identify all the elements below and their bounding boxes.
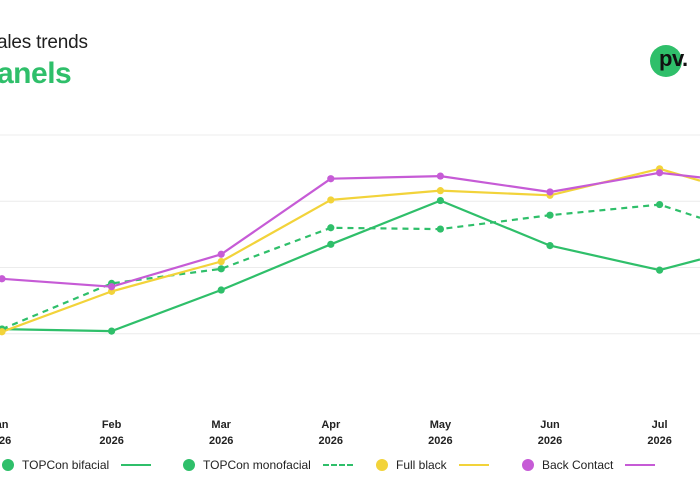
data-point xyxy=(0,328,6,336)
data-point xyxy=(217,265,225,273)
legend-marker xyxy=(2,459,14,471)
series-line xyxy=(1,167,700,333)
series-line xyxy=(1,171,700,288)
data-point xyxy=(108,283,116,291)
data-point xyxy=(546,242,554,250)
legend-item: TOPCon monofacial xyxy=(183,455,353,475)
data-point xyxy=(0,275,6,283)
x-tick-year: 2026 xyxy=(209,435,233,447)
data-point xyxy=(546,211,554,219)
x-tick-year: 2026 xyxy=(428,435,452,447)
legend-line-sample xyxy=(458,464,489,466)
data-point xyxy=(656,266,664,274)
data-point xyxy=(546,188,554,196)
x-tick-month: an xyxy=(0,419,9,431)
data-point xyxy=(217,286,225,294)
series-line xyxy=(1,199,700,333)
legend-label: Back Contact xyxy=(542,458,614,472)
x-tick-month: May xyxy=(430,419,452,431)
chart-subtitle: ales trends xyxy=(0,32,88,53)
data-point xyxy=(108,327,116,335)
legend-marker xyxy=(183,459,195,471)
x-tick-year: 2026 xyxy=(647,435,671,447)
x-tick-month: Apr xyxy=(321,419,341,431)
pv-logo-text: pv. xyxy=(659,46,688,71)
x-tick-year: 2026 xyxy=(319,435,343,447)
x-tick-month: Jun xyxy=(540,419,560,431)
line-chart: an 026 Feb 2026 Mar 2026 Apr 2026 May 2026 Jun 2026… xyxy=(0,134,700,447)
x-tick-year: 2026 xyxy=(99,435,123,447)
legend-label: TOPCon monofacial xyxy=(203,458,311,472)
legend-line-sample xyxy=(121,464,152,466)
legend-marker xyxy=(376,459,388,471)
data-point xyxy=(436,187,444,195)
data-point xyxy=(656,169,664,177)
series-line xyxy=(1,203,700,331)
data-point xyxy=(217,250,225,258)
x-tick-year: 2026 xyxy=(538,435,562,447)
legend-label: TOPCon bifacial xyxy=(22,458,110,472)
data-point xyxy=(436,172,444,180)
legend-item: TOPCon bifacial xyxy=(2,455,152,475)
x-tick-month: Feb xyxy=(102,419,122,431)
data-point xyxy=(656,200,664,209)
data-point xyxy=(327,224,335,232)
data-point xyxy=(327,175,335,183)
legend-line-sample xyxy=(625,464,656,466)
pv-logo-circle xyxy=(650,45,682,77)
legend-item: Full black xyxy=(376,455,489,475)
x-tick-month: Mar xyxy=(211,419,231,431)
title-block: ales trends anels xyxy=(0,32,88,92)
chart-legend: TOPCon bifacial TOPCon monofacial Full bla… xyxy=(0,455,700,475)
x-tick-month: Jul xyxy=(652,419,668,431)
legend-item: Back Contact xyxy=(522,455,656,475)
data-point xyxy=(327,196,335,204)
data-point xyxy=(327,240,335,248)
chart-title: anels xyxy=(0,57,72,90)
data-point xyxy=(436,196,444,205)
x-tick-year: 026 xyxy=(0,435,11,447)
legend-label: Full black xyxy=(396,458,447,472)
data-point xyxy=(436,225,444,233)
legend-marker xyxy=(522,459,534,471)
data-point xyxy=(217,257,225,266)
legend-line-sample xyxy=(322,464,353,466)
